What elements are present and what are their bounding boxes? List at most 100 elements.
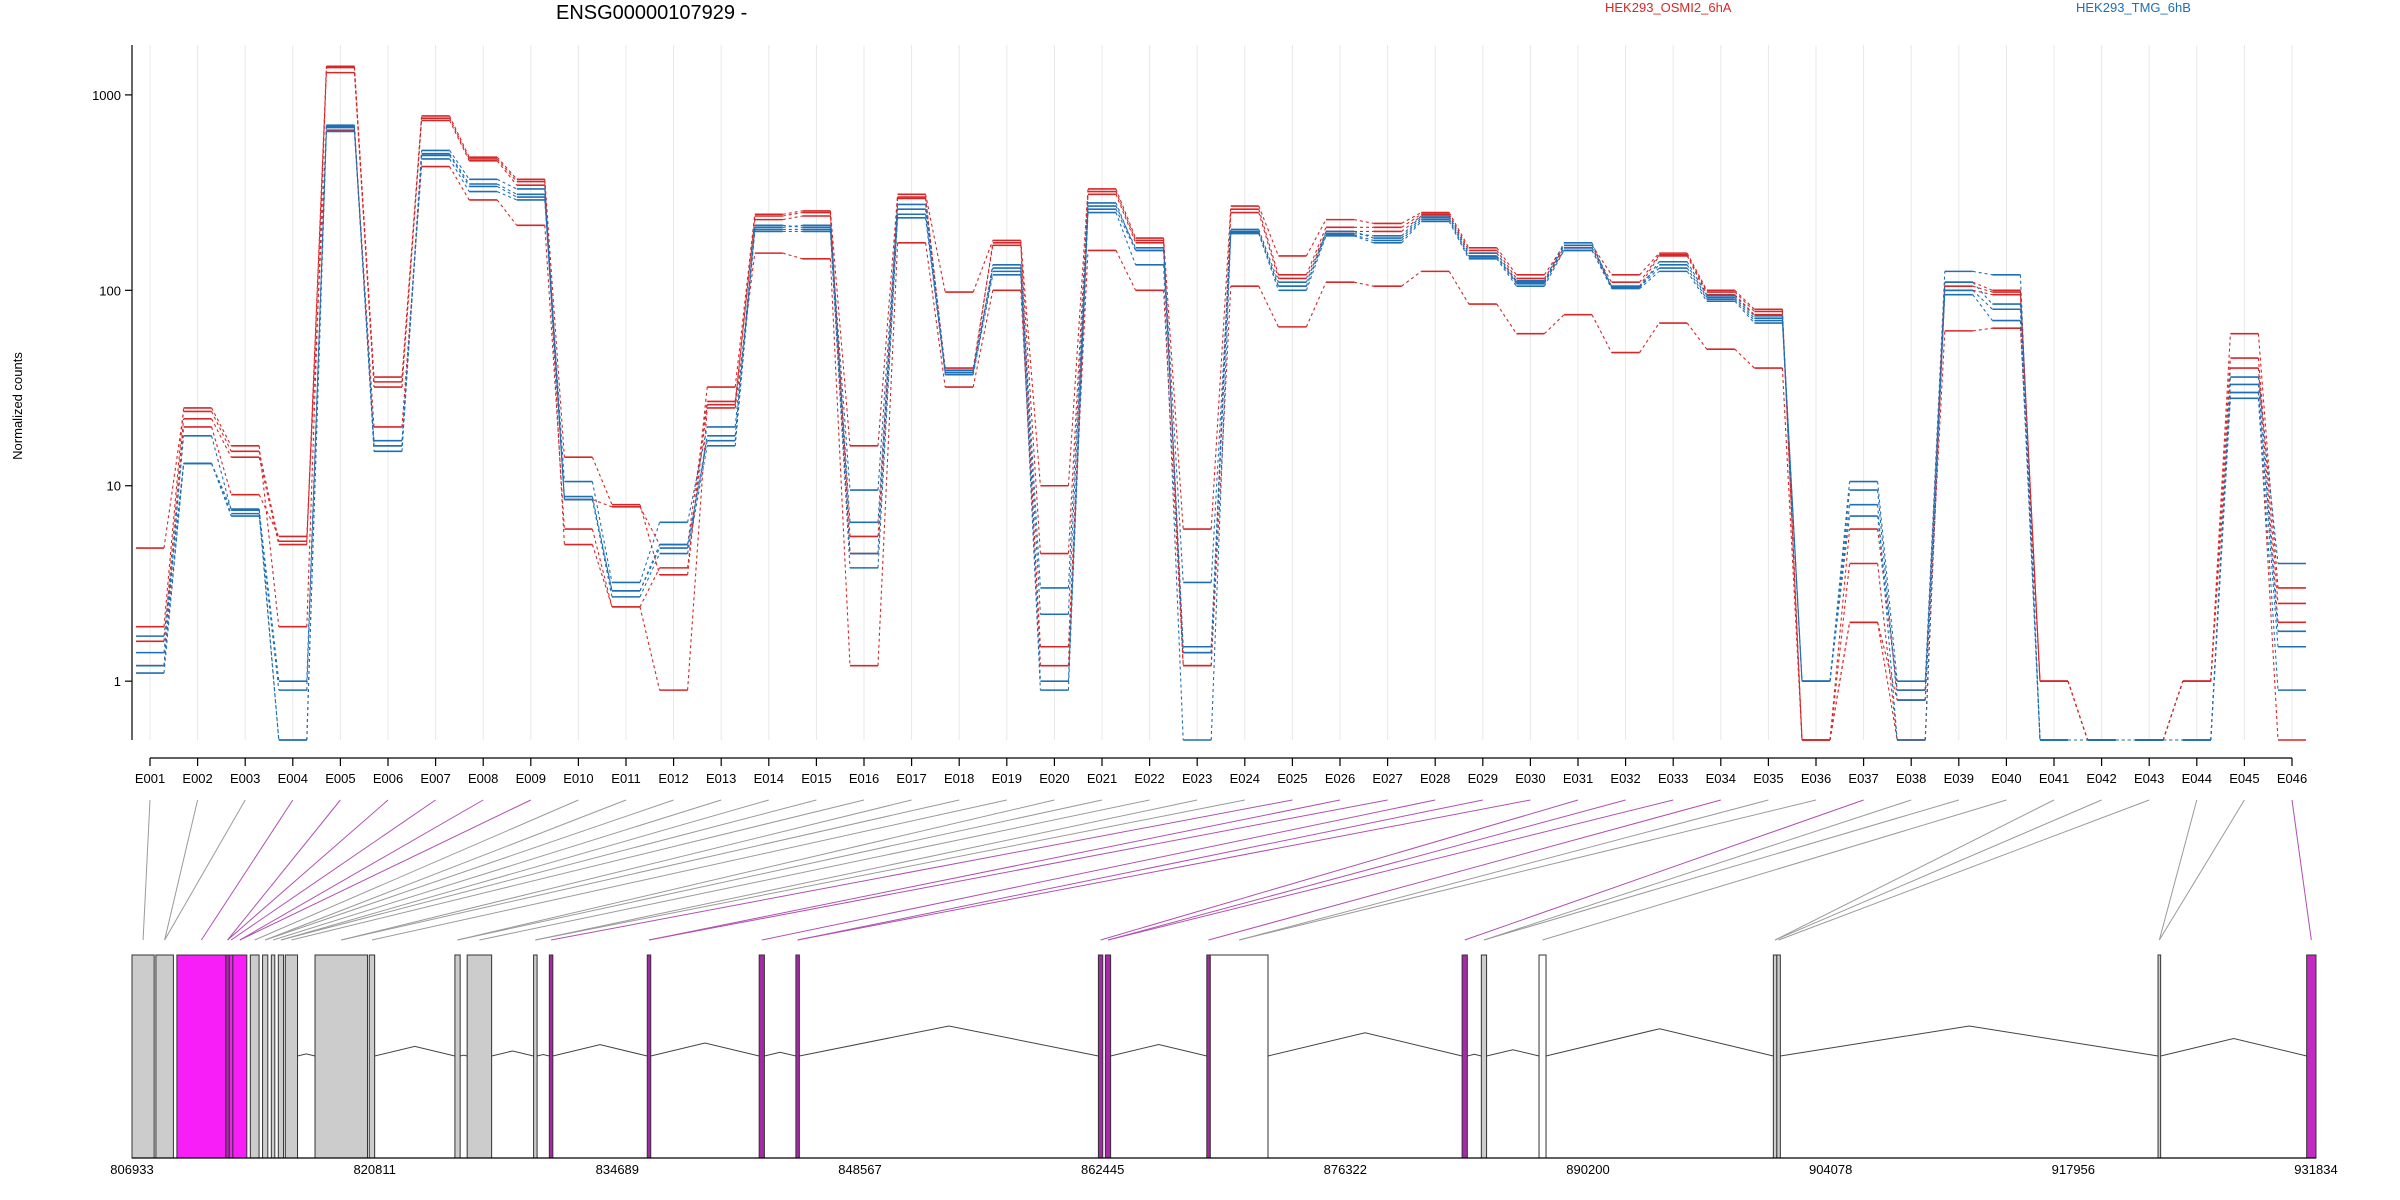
x-tick-label-E035: E035 <box>1753 771 1783 786</box>
series-7-connector-43 <box>2210 392 2231 741</box>
series-2-connector-34 <box>1781 368 1803 741</box>
exon-box-4 <box>228 954 234 1159</box>
series-5-connector-25 <box>1353 230 1374 239</box>
series-3-connector-33 <box>1734 291 1755 312</box>
x-tick-label-E026: E026 <box>1325 771 1355 786</box>
series-3-connector-7 <box>496 158 518 182</box>
series-3-connector-11 <box>687 404 708 568</box>
exon-box-21 <box>1104 954 1112 1159</box>
series-3-connector-32 <box>1686 254 1708 293</box>
x-tick-label-E038: E038 <box>1896 771 1926 786</box>
x-tick-label-E032: E032 <box>1610 771 1640 786</box>
series-7-connector-32 <box>1686 267 1708 300</box>
intron-26 <box>1545 1028 1774 1057</box>
connector-E026 <box>648 799 1341 941</box>
series-4-connector-35 <box>1829 515 1851 682</box>
connector-E032 <box>1107 799 1626 941</box>
x-tick-label-E004: E004 <box>278 771 308 786</box>
series-1-connector-7 <box>496 160 518 186</box>
connector-E045 <box>2158 799 2245 941</box>
series-3-connector-44 <box>2257 368 2279 623</box>
series-7-connector-6 <box>449 155 470 187</box>
series-2-connector-14 <box>829 258 851 666</box>
exon-box-27 <box>1772 954 1778 1159</box>
x-tick-label-E027: E027 <box>1372 771 1402 786</box>
series-2-connector-6 <box>449 166 470 201</box>
series-3-connector-10 <box>639 567 661 608</box>
series-1-connector-31 <box>1639 255 1660 287</box>
series-0-connector-16 <box>925 194 946 293</box>
series-2-connector-31 <box>1639 322 1660 353</box>
series-3-connector-39 <box>2019 292 2041 682</box>
series-6-connector-31 <box>1639 261 1660 289</box>
y-tick-label-10: 10 <box>107 479 121 494</box>
series-5-connector-0 <box>163 435 185 653</box>
x-tick-label-E023: E023 <box>1182 771 1212 786</box>
connector-E005 <box>227 799 341 941</box>
axes: 1 10 100 1000 E001 E002 E003 E004 E005 E006 E007 E0… <box>92 45 2307 786</box>
series-1-connector-6 <box>449 120 470 162</box>
series-4-connector-9 <box>591 499 613 597</box>
series-1-connector-18 <box>1020 245 1041 554</box>
exon-box-19 <box>795 954 800 1159</box>
series-2-connector-28 <box>1496 303 1517 334</box>
series-3-connector-35 <box>1829 622 1851 741</box>
series-5-connector-21 <box>1163 247 1184 583</box>
series-2-connector-20 <box>1115 250 1137 291</box>
series-2-connector-30 <box>1591 314 1613 353</box>
series-0-connector-18 <box>1020 240 1041 486</box>
series-2-connector-29 <box>1544 314 1565 335</box>
series-0-connector-32 <box>1686 252 1708 291</box>
x-tick-label-E021: E021 <box>1087 771 1117 786</box>
series-2-connector-2 <box>258 494 280 537</box>
connector-E044 <box>2158 799 2198 941</box>
x-tick-label-E031: E031 <box>1563 771 1593 786</box>
series-6-connector-16 <box>925 204 946 373</box>
series-2-connector-3 <box>306 130 327 537</box>
series-7-connector-3 <box>306 127 327 741</box>
series-7-connector-7 <box>496 185 518 198</box>
exon-box-11 <box>314 954 368 1159</box>
intron-24 <box>1467 1053 1482 1057</box>
series-0-connector-33 <box>1734 289 1755 310</box>
x-tick-label-E030: E030 <box>1515 771 1545 786</box>
series-4-connector-11 <box>687 445 708 554</box>
series-2-connector-24 <box>1305 282 1327 328</box>
series-7-connector-8 <box>544 197 565 500</box>
series-7-connector-12 <box>734 229 756 436</box>
series-3-connector-2 <box>258 451 280 542</box>
series-4-connector-22 <box>1210 233 1232 741</box>
series-0-connector-35 <box>1829 529 1851 741</box>
series-7-connector-31 <box>1639 267 1660 288</box>
series-4-connector-36 <box>1877 515 1898 691</box>
series-3-connector-22 <box>1210 209 1232 666</box>
series-4-connector-24 <box>1305 235 1327 291</box>
intron-23 <box>1267 1032 1463 1057</box>
x-tick-label-E010: E010 <box>563 771 593 786</box>
x-tick-label-E020: E020 <box>1039 771 1069 786</box>
intron-17 <box>650 1042 760 1057</box>
series-2-connector-7 <box>496 199 518 226</box>
series-6-connector-0 <box>163 463 185 637</box>
y-tick-label-1000: 1000 <box>92 88 121 103</box>
series-5-connector-26 <box>1401 217 1422 239</box>
genomic-tick-label-806933: 806933 <box>110 1162 153 1177</box>
series-0-connector-15 <box>877 194 899 446</box>
series-0-connector-12 <box>734 214 756 388</box>
series-4-connector-15 <box>877 217 899 568</box>
series-0-connector-24 <box>1305 219 1327 257</box>
exon-box-13 <box>454 954 461 1159</box>
series-4-connector-29 <box>1543 250 1565 287</box>
series-1-connector-12 <box>734 219 756 402</box>
intron-19 <box>799 1025 1099 1057</box>
series-3-connector-27 <box>1448 213 1470 251</box>
series-1-connector-3 <box>306 72 327 545</box>
series-6-connector-44 <box>2257 376 2279 564</box>
series-1-connector-20 <box>1115 194 1137 244</box>
genomic-tick-label-917956: 917956 <box>2052 1162 2095 1177</box>
connector-E011 <box>265 799 627 941</box>
series-7-connector-25 <box>1353 234 1374 241</box>
x-tick-label-E012: E012 <box>658 771 688 786</box>
series-6-connector-33 <box>1734 295 1755 317</box>
series-7-connector-5 <box>401 155 423 446</box>
